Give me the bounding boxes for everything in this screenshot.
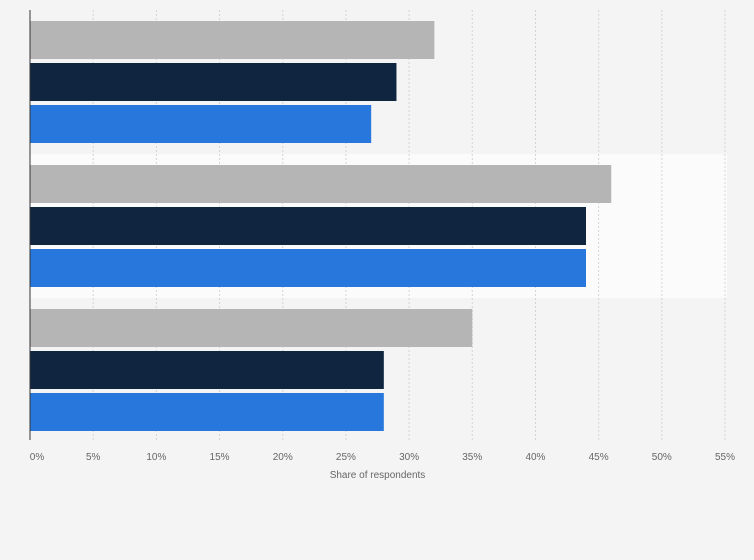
- bar: [30, 309, 473, 347]
- x-tick-label: 45%: [589, 452, 609, 463]
- bar: [30, 63, 397, 101]
- x-tick-label: 35%: [462, 452, 482, 463]
- x-tick-label: 50%: [652, 452, 672, 463]
- x-axis-ticks: 0% 5% 10% 15% 20% 25% 30% 35% 40% 45% 50% 55%: [30, 452, 735, 463]
- bar: [30, 21, 435, 59]
- bar: [30, 105, 372, 143]
- x-tick-label: 25%: [336, 452, 356, 463]
- x-tick-label: 0%: [30, 452, 45, 463]
- bar: [30, 207, 586, 245]
- bar: [30, 351, 384, 389]
- x-axis-title: Share of respondents: [330, 470, 426, 481]
- x-tick-label: 5%: [86, 452, 101, 463]
- x-tick-label: 15%: [210, 452, 230, 463]
- bar: [30, 393, 384, 431]
- x-tick-label: 20%: [273, 452, 293, 463]
- bar: [30, 249, 586, 287]
- x-tick-label: 30%: [399, 452, 419, 463]
- x-tick-label: 10%: [146, 452, 166, 463]
- x-tick-label: 55%: [715, 452, 735, 463]
- x-tick-label: 40%: [525, 452, 545, 463]
- bar: [30, 165, 612, 203]
- bars: [30, 21, 612, 431]
